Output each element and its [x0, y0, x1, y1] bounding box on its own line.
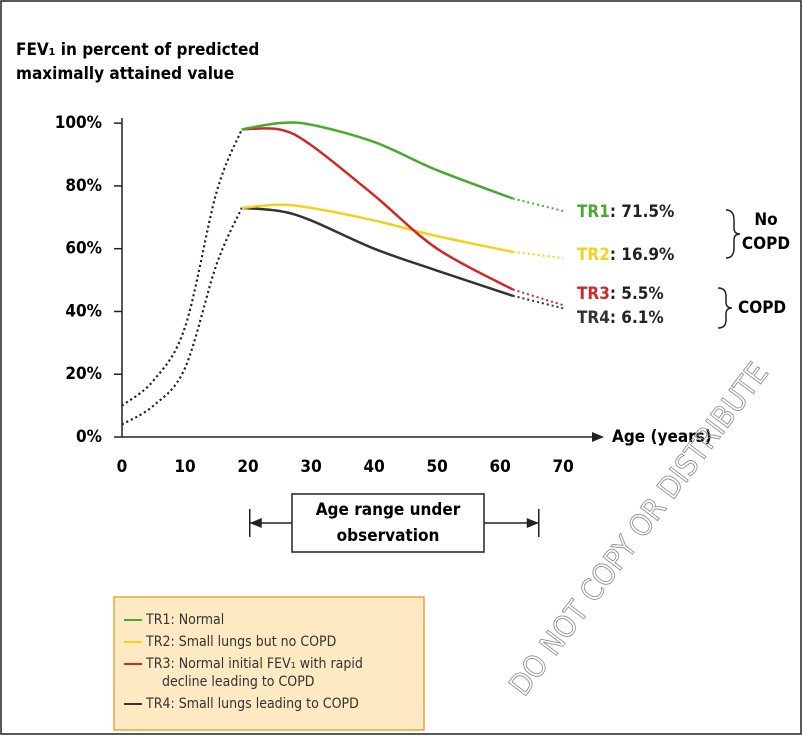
x-tick-label: 40	[363, 457, 384, 477]
end-label: TR3: 5.5%	[577, 284, 664, 304]
observation-box	[291, 493, 485, 553]
x-tick-label: 60	[490, 457, 511, 477]
title-line: maximally attained value	[16, 64, 234, 84]
end-label-share: : 16.9%	[610, 245, 675, 265]
x-tick-label: 20	[237, 457, 258, 477]
y-tick-label: 20%	[65, 364, 102, 384]
title-line: FEV₁ in percent of predicted	[16, 40, 259, 60]
brace	[717, 287, 733, 329]
legend-label: TR3: Normal initial FEV₁ with rapid	[145, 656, 363, 672]
x-tick-label: 30	[300, 457, 321, 477]
dotted-line	[512, 288, 564, 307]
line	[241, 121, 514, 200]
line	[241, 127, 514, 291]
line	[241, 203, 514, 254]
x-tick-label: 70	[553, 457, 574, 477]
observation-label: observation	[337, 526, 440, 546]
dotted-line	[512, 197, 564, 212]
end-label: TR1: 71.5%	[577, 202, 674, 222]
y-tick-label: 80%	[65, 176, 102, 196]
x-axis-label: Age (years)	[612, 427, 712, 447]
group-label: COPD	[738, 298, 786, 318]
line	[241, 206, 514, 297]
x-tick-label: 10	[174, 457, 195, 477]
end-label-share: : 71.5%	[610, 202, 675, 222]
observation-label: Age range under	[316, 500, 461, 520]
dotted-line	[121, 129, 243, 407]
end-label-share: : 6.1%	[610, 308, 664, 328]
y-tick-label: 40%	[65, 301, 102, 321]
end-label: TR4: 6.1%	[577, 308, 664, 328]
brace	[725, 209, 741, 259]
dotted-line	[512, 294, 564, 310]
end-label-name: TR2	[577, 245, 610, 265]
legend-label: TR2: Small lungs but no COPD	[145, 634, 336, 650]
end-label-name: TR1	[577, 202, 610, 222]
y-tick-label: 0%	[76, 427, 102, 447]
bracket-arrow	[526, 518, 539, 528]
x-arrow	[592, 432, 604, 442]
legend-label: decline leading to COPD	[162, 674, 315, 690]
y-tick-label: 60%	[65, 239, 102, 259]
dotted-line	[512, 250, 564, 260]
x-tick-label: 50	[426, 457, 447, 477]
legend-label: TR4: Small lungs leading to COPD	[145, 696, 359, 712]
group-label: COPD	[742, 234, 790, 254]
legend-box	[113, 596, 425, 731]
end-label-name: TR3	[577, 284, 610, 304]
y-tick-label: 100%	[55, 113, 102, 133]
end-label-name: TR4	[577, 308, 610, 328]
x-tick-label: 0	[117, 457, 128, 477]
dotted-line	[121, 207, 243, 426]
end-label: TR2: 16.9%	[577, 245, 674, 265]
end-label-share: : 5.5%	[610, 284, 664, 304]
bracket-arrow	[249, 518, 262, 528]
legend-label: TR1: Normal	[145, 612, 224, 628]
group-label: No	[754, 210, 777, 230]
